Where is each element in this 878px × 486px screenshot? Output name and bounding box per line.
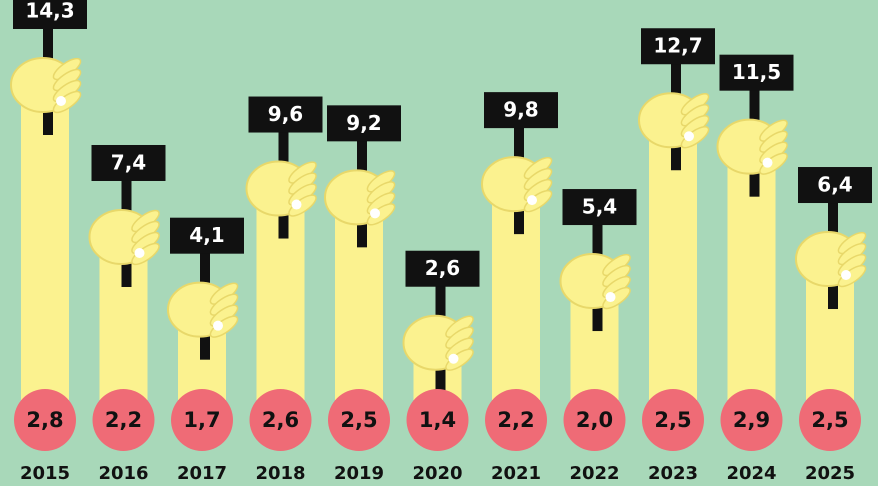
x-tick-label: 2017 [177,463,227,484]
sign-value: 9,2 [346,111,381,135]
rate-value: 2,2 [497,408,534,432]
sign-value: 11,5 [732,60,781,84]
rate-value: 2,6 [262,408,299,432]
knuckle [684,131,694,141]
x-tick-label: 2018 [255,463,305,484]
rate-value: 2,9 [733,408,770,432]
x-tick-label: 2015 [20,463,70,484]
sign-value: 9,6 [268,102,303,126]
x-tick-label: 2016 [98,463,148,484]
rate-value: 2,8 [26,408,63,432]
x-tick-label: 2019 [334,463,384,484]
x-tick-label: 2024 [726,463,776,484]
sign-value: 7,4 [111,150,146,174]
rate-value: 1,4 [419,408,456,432]
x-tick-label: 2021 [491,463,541,484]
sign-value: 5,4 [582,195,617,219]
sign-value: 14,3 [25,0,74,23]
knuckle [527,195,537,205]
sign-value: 2,6 [425,256,460,280]
knuckle [292,200,302,210]
sign-value: 6,4 [817,173,852,197]
rate-value: 1,7 [183,408,220,432]
rate-value: 2,0 [576,408,613,432]
knuckle [606,292,616,302]
page: {"chart_data": {"type": "fist-bar", "cat… [0,0,878,486]
chart: 14,3 2,8 2015 7,4 2,2 2016 4,1 1,7 2017 9,6 2,6 201… [0,0,878,486]
x-tick-label: 2025 [805,463,855,484]
rate-value: 2,5 [340,408,377,432]
knuckle [449,354,459,364]
rate-value: 2,5 [811,408,848,432]
sign-value: 12,7 [653,34,702,58]
knuckle [213,321,223,331]
knuckle [135,248,145,258]
knuckle [763,158,773,168]
knuckle [370,208,380,218]
x-tick-label: 2020 [412,463,462,484]
x-tick-label: 2022 [569,463,619,484]
x-tick-label: 2023 [648,463,698,484]
rate-value: 2,2 [105,408,142,432]
knuckle [841,270,851,280]
knuckle [56,96,66,106]
sign-value: 9,8 [503,98,538,122]
rate-value: 2,5 [654,408,691,432]
sign-value: 4,1 [189,223,224,247]
